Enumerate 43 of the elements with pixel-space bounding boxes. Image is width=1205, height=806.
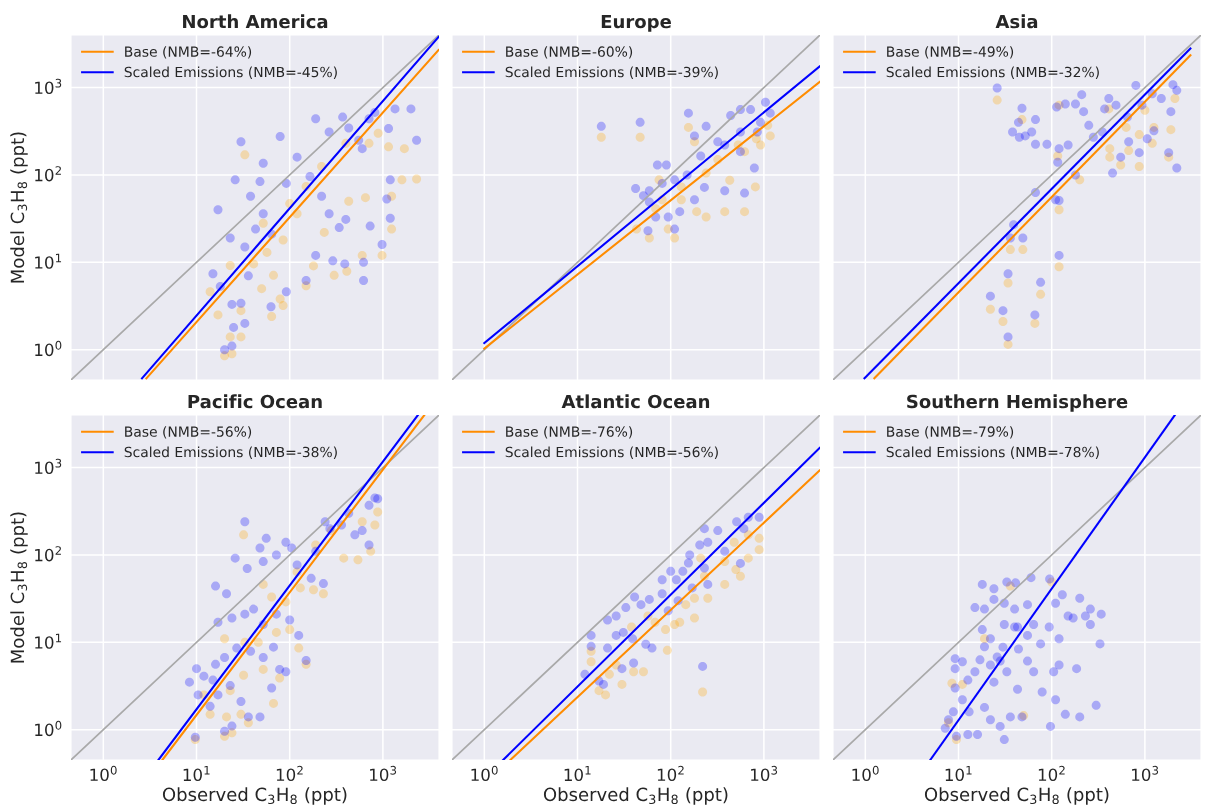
chart-title: North America: [183, 14, 328, 29]
x-tick-label: 10$^{1}$: [183, 766, 210, 782]
x-axis-title: Observed C$_{3}$H$_{8}$ (ppt): [162, 787, 347, 805]
chart-title: Atlantic Ocean: [561, 394, 710, 409]
legend-label: Base (NMB=-49%): [887, 46, 1014, 59]
legend-label: Base (NMB=-79%): [887, 426, 1014, 439]
y-tick-label: 10$^{2}$: [35, 166, 61, 182]
x-tick-label: 10$^{2}$: [657, 765, 684, 782]
x-tick-label: 10$^{3}$: [751, 765, 778, 782]
x-tick-label: 10$^{0}$: [90, 765, 117, 782]
chart-title: Pacific Ocean: [188, 394, 322, 409]
x-tick-label: 10$^{2}$: [276, 765, 303, 782]
x-tick-label: 10$^{0}$: [471, 765, 498, 782]
legend-label: Scaled Emissions (NMB=-78%): [886, 446, 1099, 459]
x-tick-label: 10$^{0}$: [852, 765, 879, 782]
legend-label: Base (NMB=-64%): [125, 46, 252, 59]
legend-label: Base (NMB=-60%): [506, 46, 633, 59]
y-axis-title: Model C$_{3}$H$_{8}$ (ppt): [10, 512, 28, 663]
legend-label: Scaled Emissions (NMB=-45%): [124, 66, 337, 79]
y-tick-label: 10$^{3}$: [35, 458, 62, 475]
chart-title: Asia: [995, 14, 1038, 29]
chart-title: Europe: [601, 14, 671, 32]
x-tick-label: 10$^{1}$: [945, 766, 972, 782]
x-tick-label: 10$^{2}$: [1038, 765, 1065, 782]
y-tick-label: 10$^{1}$: [35, 253, 62, 269]
x-axis-title: Observed C$_{3}$H$_{8}$ (ppt): [924, 787, 1109, 805]
y-axis-title: Model C$_{3}$H$_{8}$ (ppt): [10, 132, 28, 283]
legend-label: Scaled Emissions (NMB=-38%): [124, 446, 337, 459]
x-tick-label: 10$^{3}$: [1132, 765, 1159, 782]
y-tick-label: 10$^{0}$: [35, 720, 62, 737]
x-axis-title: Observed C$_{3}$H$_{8}$ (ppt): [543, 787, 728, 805]
legend-label: Scaled Emissions (NMB=-39%): [505, 66, 718, 79]
y-tick-label: 10$^{1}$: [35, 633, 62, 649]
chart-title: Southern Hemisphere: [907, 394, 1128, 412]
y-tick-label: 10$^{0}$: [35, 340, 62, 357]
legend-label: Base (NMB=-76%): [506, 426, 633, 439]
y-tick-label: 10$^{2}$: [35, 546, 61, 562]
legend-label: Scaled Emissions (NMB=-56%): [505, 446, 718, 459]
legend-label: Scaled Emissions (NMB=-32%): [886, 66, 1099, 79]
legend-label: Base (NMB=-56%): [125, 426, 252, 439]
y-tick-label: 10$^{3}$: [35, 78, 62, 95]
x-tick-label: 10$^{1}$: [564, 766, 591, 782]
x-tick-label: 10$^{3}$: [370, 765, 397, 782]
